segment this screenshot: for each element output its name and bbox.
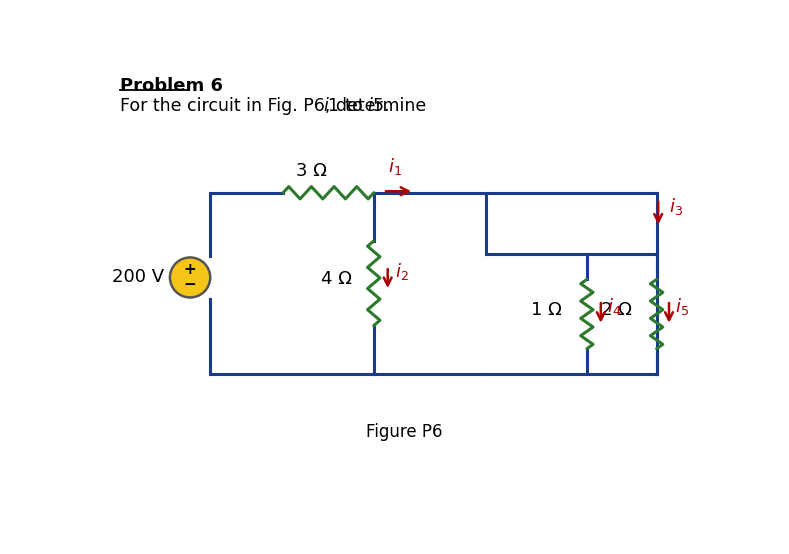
Text: 2 Ω: 2 Ω bbox=[601, 301, 632, 319]
Text: $i$1 to $i$5.: $i$1 to $i$5. bbox=[323, 96, 389, 115]
Circle shape bbox=[170, 258, 210, 297]
Text: Figure P6: Figure P6 bbox=[366, 423, 442, 440]
Text: 4 Ω: 4 Ω bbox=[321, 270, 352, 289]
Text: $i_4$: $i_4$ bbox=[607, 296, 621, 317]
Text: −: − bbox=[184, 277, 196, 292]
Text: 200 V: 200 V bbox=[111, 269, 164, 286]
Text: Problem 6: Problem 6 bbox=[121, 77, 223, 95]
Text: +: + bbox=[184, 262, 196, 277]
Text: For the circuit in Fig. P6, determine: For the circuit in Fig. P6, determine bbox=[121, 96, 432, 115]
Text: 1 Ω: 1 Ω bbox=[531, 301, 562, 319]
Text: $i_2$: $i_2$ bbox=[395, 261, 409, 282]
Text: $i_1$: $i_1$ bbox=[387, 156, 402, 177]
Text: $i_3$: $i_3$ bbox=[669, 196, 683, 217]
Text: 3 Ω: 3 Ω bbox=[296, 162, 327, 181]
Text: $i_5$: $i_5$ bbox=[675, 296, 689, 317]
